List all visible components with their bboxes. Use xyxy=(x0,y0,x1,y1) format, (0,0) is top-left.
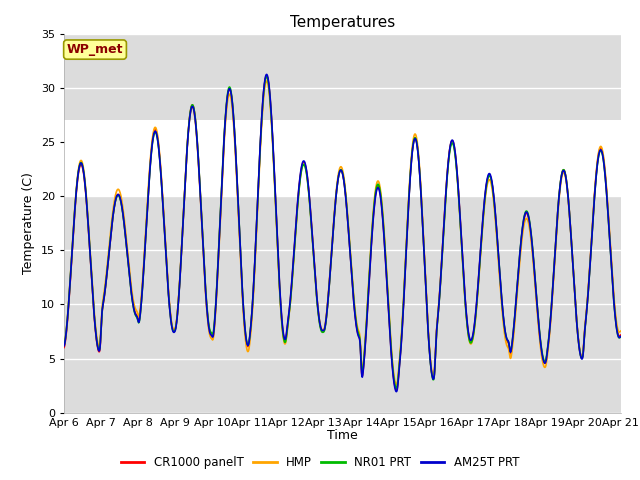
Line: HMP: HMP xyxy=(64,81,621,384)
Text: WP_met: WP_met xyxy=(67,43,124,56)
Legend: CR1000 panelT, HMP, NR01 PRT, AM25T PRT: CR1000 panelT, HMP, NR01 PRT, AM25T PRT xyxy=(116,452,524,474)
CR1000 panelT xyxy=(617,332,625,338)
HMP xyxy=(617,328,625,334)
Line: NR01 PRT: NR01 PRT xyxy=(64,76,621,388)
AM25T PRT xyxy=(263,72,271,77)
HMP xyxy=(60,342,68,348)
NR01 PRT xyxy=(60,342,68,348)
NR01 PRT xyxy=(392,385,400,391)
NR01 PRT xyxy=(246,330,254,336)
AM25T PRT xyxy=(617,334,625,339)
X-axis label: Time: Time xyxy=(327,429,358,442)
AM25T PRT xyxy=(184,136,191,142)
CR1000 panelT xyxy=(170,328,178,334)
NR01 PRT xyxy=(429,377,437,383)
Line: CR1000 panelT: CR1000 panelT xyxy=(64,76,621,390)
CR1000 panelT xyxy=(60,345,68,350)
Title: Temperatures: Temperatures xyxy=(290,15,395,30)
HMP xyxy=(246,337,254,343)
HMP xyxy=(429,373,437,379)
AM25T PRT xyxy=(552,243,559,249)
Bar xyxy=(64,120,621,196)
NR01 PRT xyxy=(263,73,271,79)
AM25T PRT xyxy=(246,330,254,336)
CR1000 panelT xyxy=(184,134,191,140)
NR01 PRT xyxy=(184,134,191,140)
AM25T PRT xyxy=(392,389,400,395)
NR01 PRT xyxy=(552,242,559,248)
NR01 PRT xyxy=(617,334,625,340)
AM25T PRT xyxy=(170,329,178,335)
Line: AM25T PRT: AM25T PRT xyxy=(64,74,621,392)
AM25T PRT xyxy=(429,376,437,382)
CR1000 panelT xyxy=(263,73,271,79)
NR01 PRT xyxy=(170,329,178,335)
HMP xyxy=(552,247,559,252)
AM25T PRT xyxy=(60,343,68,349)
CR1000 panelT xyxy=(552,243,559,249)
HMP xyxy=(170,327,178,333)
CR1000 panelT xyxy=(392,387,400,393)
CR1000 panelT xyxy=(246,332,254,337)
HMP xyxy=(392,382,400,387)
CR1000 panelT xyxy=(502,336,510,341)
AM25T PRT xyxy=(502,334,510,340)
NR01 PRT xyxy=(502,334,510,340)
HMP xyxy=(263,78,271,84)
HMP xyxy=(502,341,510,347)
CR1000 panelT xyxy=(429,376,437,382)
Y-axis label: Temperature (C): Temperature (C) xyxy=(22,172,35,274)
HMP xyxy=(184,136,191,142)
